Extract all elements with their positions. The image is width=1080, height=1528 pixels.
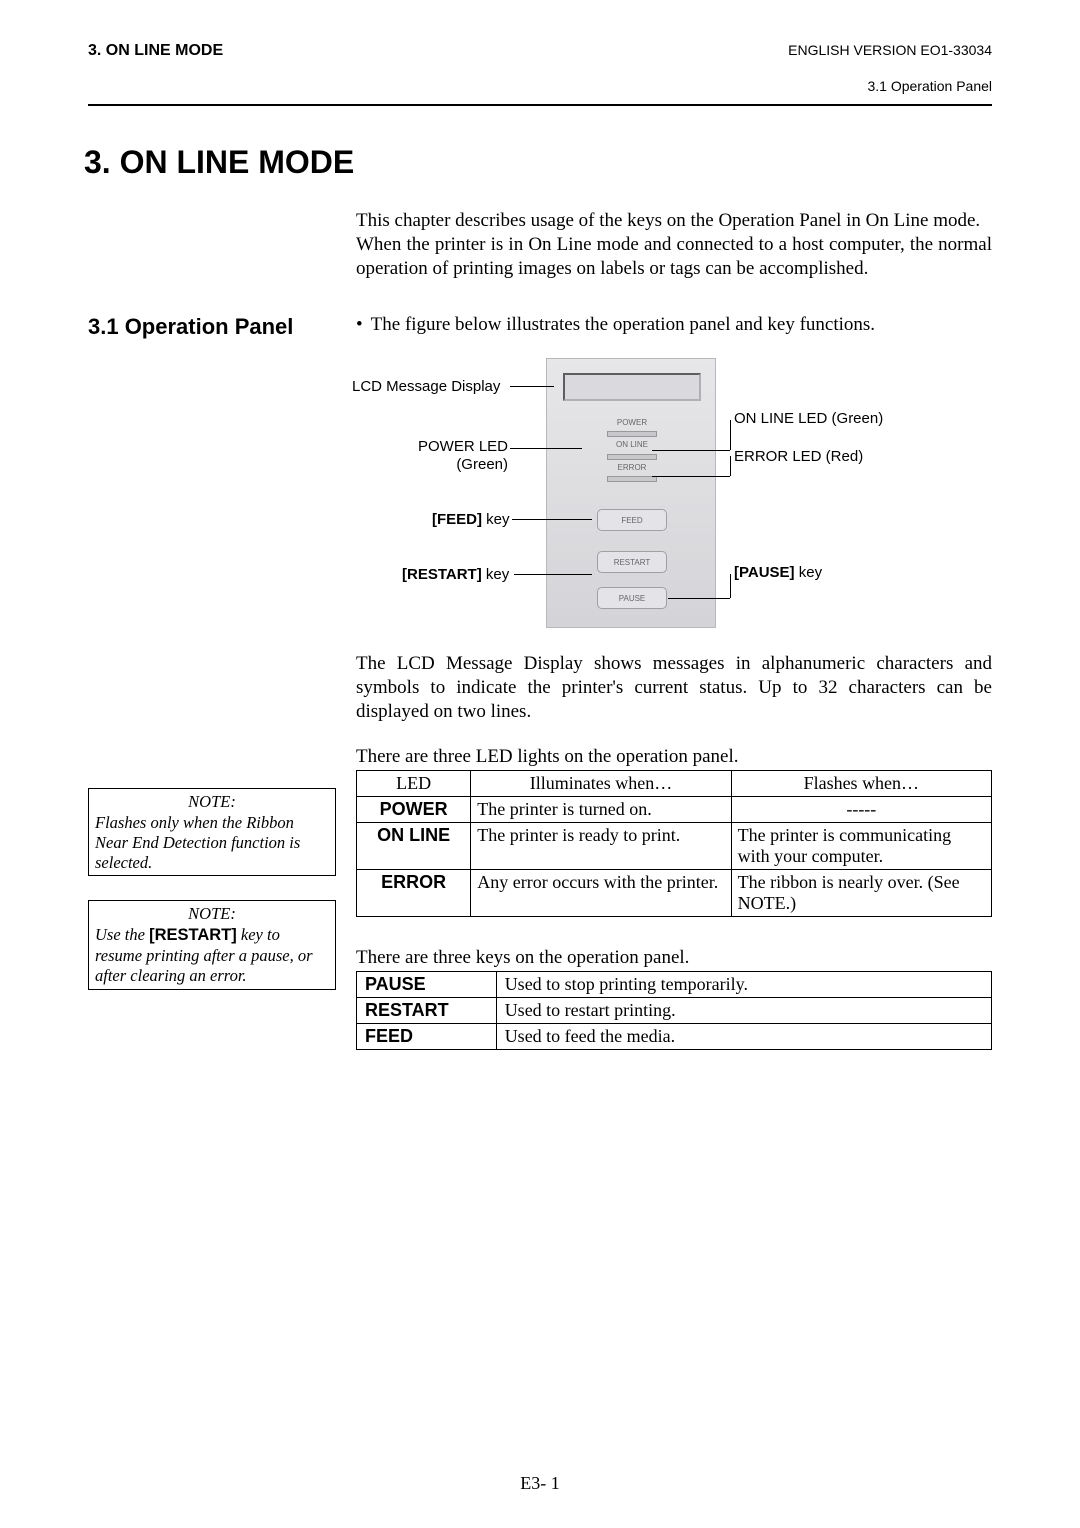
- intro-p1: This chapter describes usage of the keys…: [356, 209, 992, 233]
- page-header: 3. ON LINE MODE ENGLISH VERSION EO1-3303…: [88, 42, 992, 60]
- restart-key: RESTART: [597, 551, 667, 573]
- section-heading: 3.1 Operation Panel: [88, 314, 356, 340]
- note2-bold: [RESTART]: [149, 926, 237, 944]
- led-th-2: Flashes when…: [731, 770, 991, 796]
- note-box-2: NOTE: Use the [RESTART] key to resume pr…: [88, 900, 336, 989]
- label-pause-key: [PAUSE] key: [734, 564, 822, 582]
- led-th-0: LED: [357, 770, 471, 796]
- header-left: 3. ON LINE MODE: [88, 42, 223, 60]
- led-group: POWER ON LINE ERROR: [585, 415, 679, 482]
- note-box-1: NOTE: Flashes only when the Ribbon Near …: [88, 788, 336, 876]
- led-r2-c0: ERROR: [357, 869, 471, 916]
- note-title-1: NOTE:: [95, 792, 329, 812]
- intro-text: This chapter describes usage of the keys…: [356, 209, 992, 280]
- led-table: LED Illuminates when… Flashes when… POWE…: [356, 770, 992, 917]
- label-lcd: LCD Message Display: [352, 378, 500, 396]
- post-figure-text: The LCD Message Display shows messages i…: [356, 652, 992, 723]
- bullet-line: • The figure below illustrates the opera…: [356, 314, 992, 336]
- operation-panel-figure: POWER ON LINE ERROR FEED RESTART PAUSE L…: [356, 358, 992, 644]
- key-r1-c0: RESTART: [357, 997, 497, 1023]
- label-power-led: POWER LED (Green): [398, 438, 508, 474]
- intro-p2: When the printer is in On Line mode and …: [356, 233, 992, 281]
- label-feed-key: [FEED] key: [432, 511, 510, 529]
- led-online-label: ON LINE: [616, 437, 648, 452]
- led-th-1: Illuminates when…: [471, 770, 731, 796]
- led-r2-c2: The ribbon is nearly over. (See NOTE.): [731, 869, 991, 916]
- label-restart-key: [RESTART] key: [402, 566, 509, 584]
- pause-key: PAUSE: [597, 587, 667, 609]
- keys-table: PAUSE Used to stop printing temporarily.…: [356, 971, 992, 1050]
- panel-image: POWER ON LINE ERROR FEED RESTART PAUSE: [546, 358, 716, 628]
- key-r1-c1: Used to restart printing.: [496, 997, 991, 1023]
- led-r1-c2: The printer is communicating with your c…: [731, 822, 991, 869]
- chapter-title: 3. ON LINE MODE: [84, 144, 992, 181]
- header-right: ENGLISH VERSION EO1-33034: [788, 42, 992, 58]
- led-r1-c1: The printer is ready to print.: [471, 822, 731, 869]
- label-error-led: ERROR LED (Red): [734, 448, 863, 466]
- key-r2-c1: Used to feed the media.: [496, 1023, 991, 1049]
- lcd-display-box: [563, 373, 701, 401]
- key-r0-c1: Used to stop printing temporarily.: [496, 971, 991, 997]
- note-title-2: NOTE:: [95, 904, 329, 924]
- label-online-led: ON LINE LED (Green): [734, 410, 883, 428]
- note2-pre: Use the: [95, 925, 149, 944]
- keys-caption: There are three keys on the operation pa…: [356, 947, 992, 969]
- page-number: E3- 1: [0, 1473, 1080, 1494]
- note-body-2: Use the [RESTART] key to resume printing…: [95, 925, 329, 985]
- bullet-text: The figure below illustrates the operati…: [371, 314, 875, 336]
- led-power-label: POWER: [617, 415, 647, 430]
- led-r2-c1: Any error occurs with the printer.: [471, 869, 731, 916]
- feed-key: FEED: [597, 509, 667, 531]
- led-r0-c1: The printer is turned on.: [471, 796, 731, 822]
- led-r0-c0: POWER: [357, 796, 471, 822]
- header-sub: 3.1 Operation Panel: [88, 78, 992, 94]
- led-r0-c2: -----: [731, 796, 991, 822]
- led-error-label: ERROR: [618, 460, 647, 475]
- header-divider: [88, 104, 992, 106]
- bullet-dot: •: [356, 314, 363, 336]
- led-r1-c0: ON LINE: [357, 822, 471, 869]
- led-caption: There are three LED lights on the operat…: [356, 746, 992, 768]
- key-r2-c0: FEED: [357, 1023, 497, 1049]
- key-r0-c0: PAUSE: [357, 971, 497, 997]
- note-body-1: Flashes only when the Ribbon Near End De…: [95, 813, 329, 872]
